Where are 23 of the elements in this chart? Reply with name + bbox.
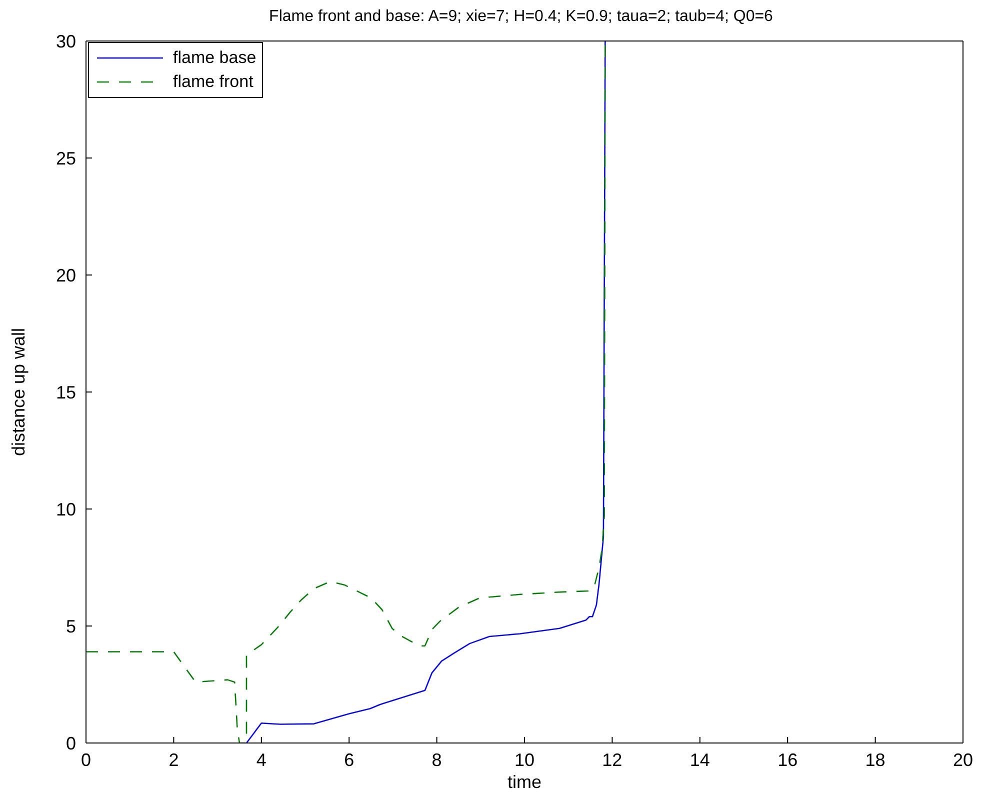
x-axis-title: time <box>507 772 542 792</box>
x-tick-label: 16 <box>778 750 798 770</box>
legend-label: flame base <box>173 48 256 68</box>
x-tick-label: 20 <box>952 750 974 770</box>
legend-label: flame front <box>173 72 254 92</box>
y-tick-label: 20 <box>56 265 76 286</box>
x-tick-label: 14 <box>690 750 710 770</box>
y-tick-label: 10 <box>56 499 76 520</box>
x-tick-label: 18 <box>865 750 886 770</box>
x-tick-label: 8 <box>432 750 442 770</box>
x-tick-label: 4 <box>256 750 266 770</box>
y-tick-label: 30 <box>56 31 76 52</box>
x-tick-label: 6 <box>344 750 354 770</box>
y-axis-title: distance up wall <box>8 328 28 456</box>
y-tick-label: 5 <box>66 616 76 636</box>
y-tick-label: 0 <box>66 733 76 754</box>
y-tick-label: 15 <box>56 382 76 402</box>
y-tick-label: 25 <box>56 148 76 168</box>
chart-title: Flame front and base: A=9; xie=7; H=0.4; K=0.9; taua=2; taub=4; Q0=6 <box>268 8 774 27</box>
x-tick-label: 0 <box>80 750 92 770</box>
x-tick-label: 10 <box>514 750 535 770</box>
x-tick-label: 2 <box>168 750 179 770</box>
x-tick-label: 12 <box>602 750 622 770</box>
